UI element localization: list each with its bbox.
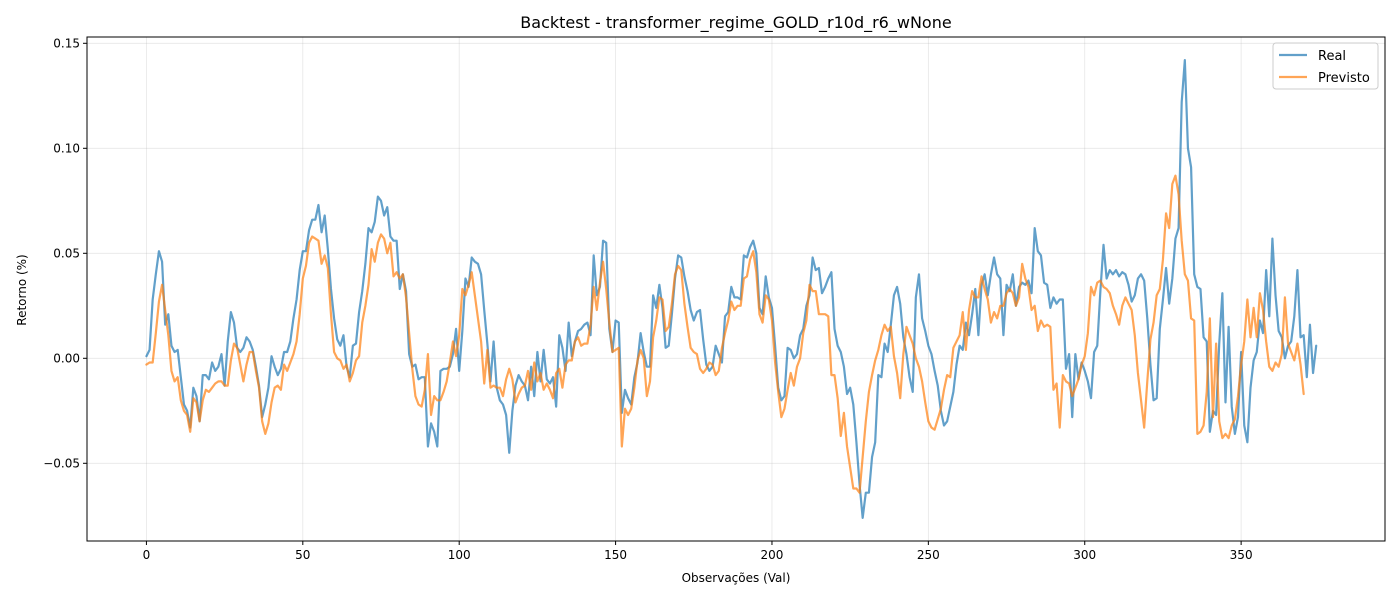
legend-label-real: Real xyxy=(1318,49,1346,64)
y-tick-label: 0.00 xyxy=(53,351,80,365)
chart-title: Backtest - transformer_regime_GOLD_r10d_… xyxy=(520,13,951,33)
x-axis-title: Observações (Val) xyxy=(682,571,791,585)
x-tick-label: 300 xyxy=(1073,548,1096,562)
series-layer xyxy=(145,58,1318,520)
x-tick-label: 150 xyxy=(604,548,627,562)
x-tick-label: 350 xyxy=(1230,548,1253,562)
x-tick-label: 250 xyxy=(917,548,940,562)
legend-label-previsto: Previsto xyxy=(1318,71,1370,86)
legend: Real Previsto xyxy=(1272,42,1379,90)
y-axis-title: Retorno (%) xyxy=(15,254,29,325)
y-tick-label: 0.15 xyxy=(53,36,80,50)
x-tick-label: 50 xyxy=(295,548,310,562)
x-tick-label: 200 xyxy=(761,548,784,562)
tick-layer: 0 50 100 150 200 250 300 350 −0.05 0.00 0.05 0.10 0.… xyxy=(43,36,1252,562)
y-tick-label: 0.10 xyxy=(53,141,80,155)
y-tick-label: 0.05 xyxy=(53,246,80,260)
x-tick-label: 100 xyxy=(448,548,471,562)
y-tick-label: −0.05 xyxy=(43,456,80,470)
series-line-previsto xyxy=(145,174,1305,494)
plot-frame xyxy=(86,36,1386,542)
series-line-real xyxy=(145,58,1318,520)
x-tick-label: 0 xyxy=(143,548,151,562)
